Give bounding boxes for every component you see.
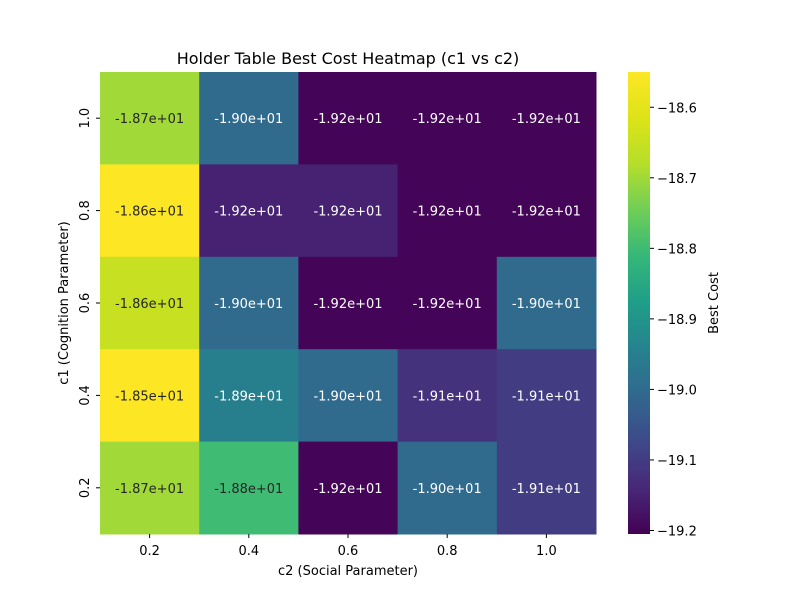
heatmap-cell [298, 256, 399, 350]
heatmap-cell [397, 256, 498, 350]
cell-value-label: -1.90e+01 [214, 112, 283, 127]
colorbar-tick-label: −18.8 [657, 242, 697, 257]
colorbar-tick-label: −18.6 [657, 101, 697, 116]
heatmap-cell [199, 441, 299, 535]
cell-value-label: -1.92e+01 [413, 112, 482, 127]
y-tick-label: 0.6 [78, 293, 93, 314]
colorbar-tick-label: −18.7 [657, 172, 697, 187]
x-tick-label: 0.6 [338, 544, 359, 559]
cell-value-label: -1.91e+01 [512, 389, 581, 404]
x-axis-label: c2 (Social Parameter) [278, 564, 418, 579]
cell-value-label: -1.90e+01 [313, 389, 382, 404]
colorbar-label: Best Cost [707, 272, 722, 334]
heatmap-cell [199, 256, 299, 350]
heatmap-cell [397, 441, 498, 535]
x-tick-label: 1.0 [536, 544, 557, 559]
colorbar-ticks: −18.6 −18.7 −18.8 −18.9 −19.0 −19.1 −19.2 [650, 101, 697, 539]
cell-value-label: -1.92e+01 [512, 205, 581, 220]
y-axis-ticks: 1.0 0.8 0.6 0.4 0.2 [78, 108, 100, 498]
heatmap-cell [199, 72, 299, 165]
heatmap-cell [496, 164, 597, 258]
y-tick-label: 1.0 [78, 108, 93, 129]
heatmap-cell [100, 164, 200, 258]
x-axis-ticks: 0.2 0.4 0.6 0.8 1.0 [139, 534, 557, 559]
heatmap-cell [298, 164, 399, 258]
heatmap-cell [298, 441, 399, 535]
cell-value-label: -1.90e+01 [413, 482, 482, 497]
cell-value-label: -1.89e+01 [214, 389, 283, 404]
heatmap-cell [100, 256, 200, 350]
cell-value-label: -1.92e+01 [313, 482, 382, 497]
heatmap-cell [298, 72, 399, 165]
cell-value-label: -1.90e+01 [512, 297, 581, 312]
heatmap-cell [100, 441, 200, 535]
cell-value-label: -1.87e+01 [115, 112, 184, 127]
y-tick-label: 0.8 [78, 200, 93, 221]
heatmap-cell [496, 72, 597, 165]
heatmap-cell [397, 164, 498, 258]
heatmap-cells [100, 72, 597, 535]
heatmap-cell [496, 256, 597, 350]
x-tick-label: 0.4 [238, 544, 259, 559]
x-tick-label: 0.8 [437, 544, 458, 559]
colorbar-tick-label: −19.2 [657, 524, 697, 539]
heatmap-cell [100, 72, 200, 165]
cell-value-label: -1.92e+01 [413, 205, 482, 220]
cell-value-label: -1.92e+01 [313, 205, 382, 220]
heatmap-cell [199, 349, 299, 443]
cell-value-label: -1.91e+01 [512, 482, 581, 497]
y-axis-label: c1 (Cognition Parameter) [57, 221, 72, 385]
cell-value-label: -1.87e+01 [115, 482, 184, 497]
cell-value-label: -1.91e+01 [413, 389, 482, 404]
heatmap-cell [397, 349, 498, 443]
cell-value-label: -1.85e+01 [115, 389, 184, 404]
colorbar [628, 72, 650, 534]
cell-value-label: -1.92e+01 [214, 205, 283, 220]
y-tick-label: 0.4 [78, 385, 93, 406]
cell-value-label: -1.90e+01 [214, 297, 283, 312]
heatmap-cell [199, 164, 299, 258]
cell-value-label: -1.92e+01 [313, 297, 382, 312]
x-tick-label: 0.2 [139, 544, 160, 559]
heatmap-cell [298, 349, 399, 443]
cell-value-label: -1.92e+01 [313, 112, 382, 127]
cell-value-label: -1.86e+01 [115, 297, 184, 312]
cell-value-label: -1.92e+01 [413, 297, 482, 312]
colorbar-tick-label: −19.1 [657, 454, 697, 469]
heatmap-cell [496, 441, 597, 535]
colorbar-tick-label: −19.0 [657, 383, 697, 398]
cell-value-label: -1.92e+01 [512, 112, 581, 127]
heatmap-cell-labels: -1.87e+01 -1.90e+01 -1.92e+01 -1.92e+01 -1.9… [115, 112, 581, 497]
chart-title: Holder Table Best Cost Heatmap (c1 vs c2… [177, 49, 520, 68]
y-tick-label: 0.2 [78, 477, 93, 498]
cell-value-label: -1.88e+01 [214, 482, 283, 497]
cell-value-label: -1.86e+01 [115, 205, 184, 220]
heatmap-cell [100, 349, 200, 443]
heatmap-cell [496, 349, 597, 443]
heatmap-cell [397, 72, 498, 165]
colorbar-tick-label: −18.9 [657, 313, 697, 328]
